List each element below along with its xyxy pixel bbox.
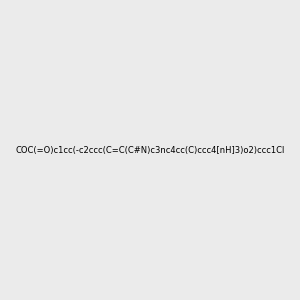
Text: COC(=O)c1cc(-c2ccc(C=C(C#N)c3nc4cc(C)ccc4[nH]3)o2)ccc1Cl: COC(=O)c1cc(-c2ccc(C=C(C#N)c3nc4cc(C)ccc… — [15, 146, 285, 154]
